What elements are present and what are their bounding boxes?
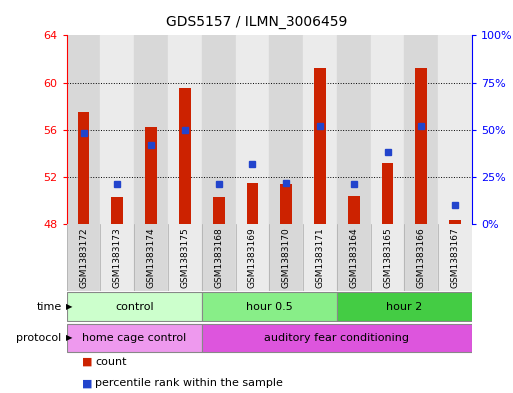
Bar [416,68,427,224]
Bar [337,35,370,224]
Bar [370,35,404,224]
Bar [111,197,123,224]
Text: GSM1383173: GSM1383173 [113,227,122,288]
Bar [269,224,303,291]
Bar [67,224,101,291]
Bar [337,292,472,321]
Bar [337,224,370,291]
Bar [134,35,168,224]
Bar [101,224,134,291]
Bar [235,35,269,224]
Text: GSM1383165: GSM1383165 [383,227,392,288]
Text: GSM1383174: GSM1383174 [147,227,155,288]
Bar [382,163,393,224]
Bar [145,127,157,224]
Bar [202,224,235,291]
Text: GSM1383170: GSM1383170 [282,227,291,288]
Text: GDS5157 / ILMN_3006459: GDS5157 / ILMN_3006459 [166,15,347,29]
Text: GSM1383175: GSM1383175 [181,227,189,288]
Text: GSM1383171: GSM1383171 [315,227,325,288]
Bar [134,224,168,291]
Text: percentile rank within the sample: percentile rank within the sample [95,378,283,388]
Text: protocol: protocol [16,333,62,343]
Text: hour 0.5: hour 0.5 [246,301,293,312]
Bar [67,35,101,224]
Bar [404,224,438,291]
Text: ■: ■ [82,378,92,388]
Text: ▶: ▶ [66,334,72,342]
Bar [202,324,472,352]
Bar [202,35,235,224]
Bar [202,292,337,321]
Text: control: control [115,301,153,312]
Text: GSM1383172: GSM1383172 [79,227,88,288]
Bar [235,224,269,291]
Bar [247,183,259,224]
Text: ▶: ▶ [66,302,72,311]
Bar [67,324,202,352]
Bar [370,224,404,291]
Bar [168,35,202,224]
Bar [101,35,134,224]
Text: auditory fear conditioning: auditory fear conditioning [264,333,409,343]
Text: ■: ■ [82,356,92,367]
Bar [438,224,472,291]
Bar [449,220,461,224]
Bar [168,224,202,291]
Text: count: count [95,356,126,367]
Text: GSM1383164: GSM1383164 [349,227,358,288]
Text: time: time [36,301,62,312]
Bar [404,35,438,224]
Text: GSM1383166: GSM1383166 [417,227,426,288]
Bar [438,35,472,224]
Text: GSM1383167: GSM1383167 [450,227,460,288]
Bar [348,196,360,224]
Bar [213,197,225,224]
Text: hour 2: hour 2 [386,301,423,312]
Bar [269,35,303,224]
Bar [67,292,202,321]
Bar [280,184,292,224]
Text: GSM1383168: GSM1383168 [214,227,223,288]
Text: GSM1383169: GSM1383169 [248,227,257,288]
Bar [303,35,337,224]
Bar [303,224,337,291]
Bar [179,88,191,224]
Bar [77,112,89,224]
Text: home cage control: home cage control [82,333,186,343]
Bar [314,68,326,224]
